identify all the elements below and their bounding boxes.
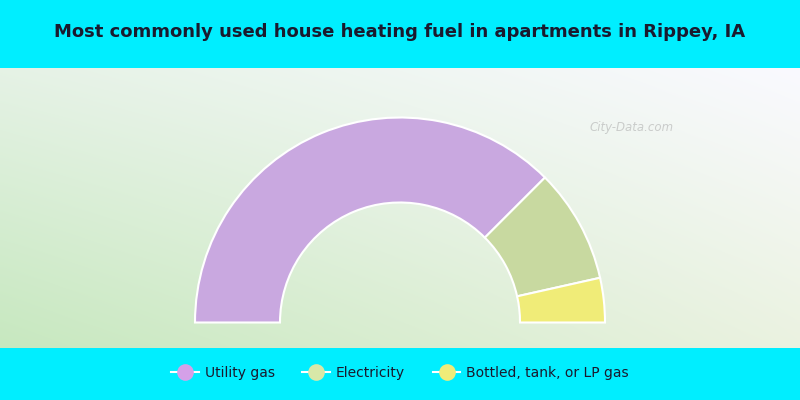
Text: City-Data.com: City-Data.com <box>590 122 674 134</box>
Text: Most commonly used house heating fuel in apartments in Rippey, IA: Most commonly used house heating fuel in… <box>54 23 746 41</box>
Wedge shape <box>517 278 605 322</box>
Wedge shape <box>195 118 545 322</box>
Legend: Utility gas, Electricity, Bottled, tank, or LP gas: Utility gas, Electricity, Bottled, tank,… <box>166 360 634 386</box>
Wedge shape <box>485 178 600 296</box>
